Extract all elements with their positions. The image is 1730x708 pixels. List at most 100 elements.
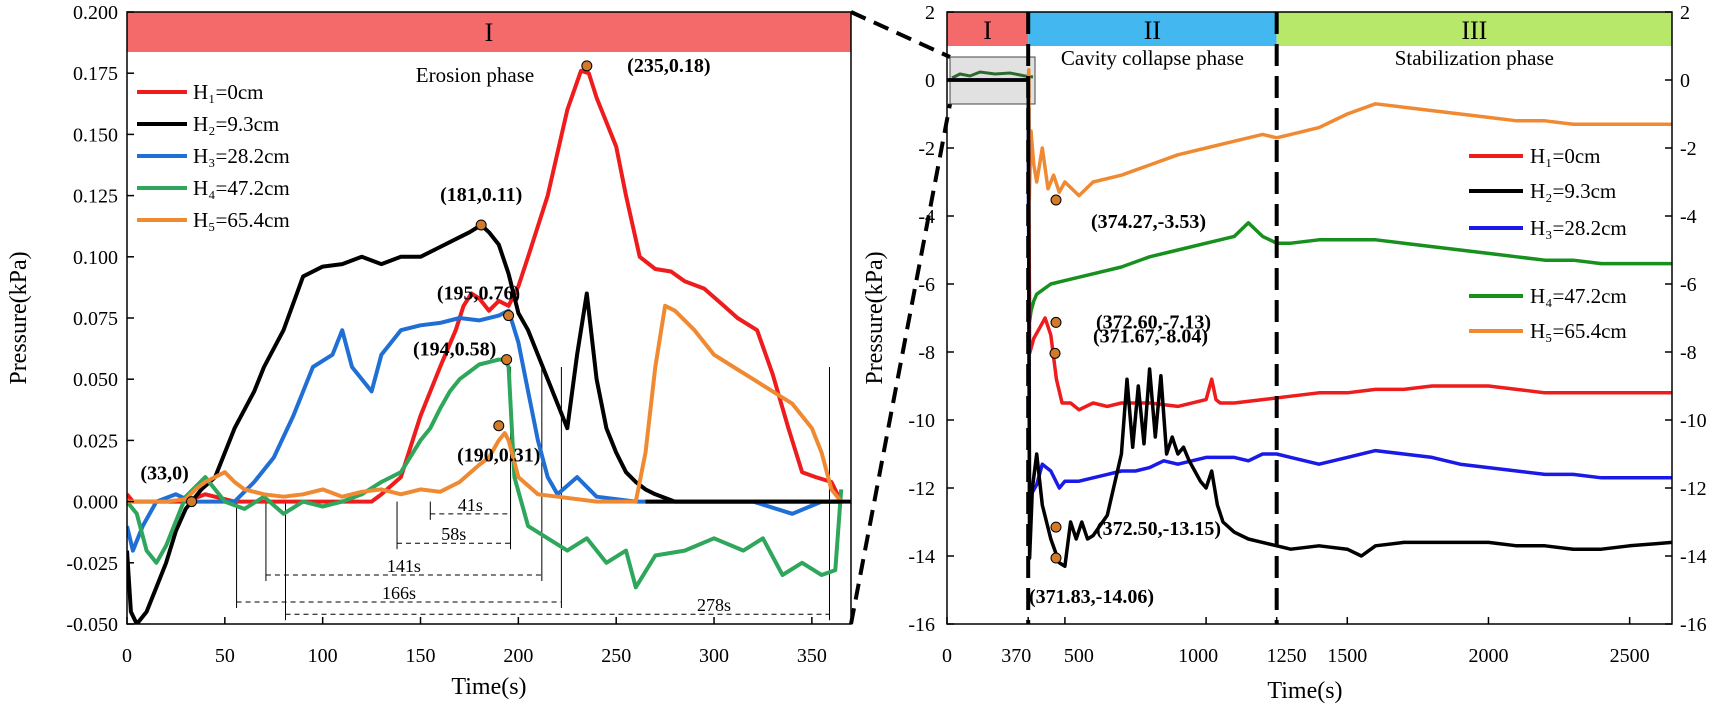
left-x-ticks: 0 50 100 150 200 250 300 350 [122, 617, 827, 667]
point-marker [1050, 316, 1062, 328]
y-tick-label: -14 [908, 546, 935, 568]
right-plot-frame [946, 11, 1673, 625]
y2-tick-label: -10 [1680, 410, 1707, 432]
point-annotation: (194,0.58) [413, 339, 496, 361]
point-annotation: (374.27,-3.53) [1091, 211, 1206, 233]
x-tick-label: 350 [797, 645, 827, 667]
point-marker [1050, 552, 1062, 564]
point-annotation: (372.50,-13.15) [1096, 518, 1221, 540]
phase-name-3: Stabilization phase [1395, 46, 1554, 70]
duration-label: 58s [441, 524, 466, 544]
left-chart: I Erosion phase 41s 58s 141s 166s 278s (33,0… [6, 2, 852, 700]
left-y-ticks: -0.050 -0.025 0.000 0.025 0.050 0.075 0.100 0.1… [66, 2, 134, 636]
legend-label-2: H₂=9.3cm [193, 112, 279, 136]
y-tick-label: 0.150 [73, 124, 118, 146]
legend-label-4: H₄=47.2cm [1530, 284, 1627, 308]
y2-tick-label: -12 [1680, 478, 1707, 500]
duration-label: 278s [697, 595, 731, 615]
right-secondary-y-ticks: -16 -14 -12 -10 -8 -6 -4 -2 0 2 [1665, 2, 1707, 636]
inset-zoom-lines [951, 70, 1034, 80]
duration-label: 41s [458, 495, 483, 515]
point-marker [493, 420, 505, 432]
y-tick-label: 0.075 [73, 308, 118, 330]
left-phase-name: Erosion phase [416, 63, 534, 87]
duration-label: 166s [382, 583, 416, 603]
y-tick-label: 0.100 [73, 247, 118, 269]
point-marker [581, 60, 593, 72]
point-annotation: (372.60,-7.13) [1096, 311, 1211, 333]
y-tick-label: 2 [925, 2, 935, 24]
y-tick-label: 0.175 [73, 63, 118, 85]
y-tick-label: -4 [918, 206, 935, 228]
left-markers: (33,0) (181,0.11) (195,0.76) (194,0.58) (190… [140, 55, 711, 508]
y2-tick-label: -8 [1680, 342, 1697, 364]
legend-label-3: H₃=28.2cm [193, 144, 290, 168]
y2-tick-label: -16 [1680, 614, 1707, 636]
point-annotation: (181,0.11) [440, 184, 522, 206]
series-line-5 [947, 78, 1672, 568]
point-marker [186, 496, 198, 508]
y2-tick-label: 2 [1680, 2, 1690, 24]
point-annotation: (235,0.18) [627, 55, 710, 77]
right-series-lines [947, 68, 1672, 568]
y-tick-label: -2 [918, 138, 935, 160]
x-tick-label: 1000 [1178, 645, 1218, 667]
x-tick-label: 0 [122, 645, 132, 667]
left-phase-label-I: I [485, 18, 494, 47]
x-tick-label: 300 [699, 645, 729, 667]
series-line-1 [947, 68, 1672, 202]
x-tick-label: 2500 [1610, 645, 1650, 667]
point-marker [1049, 347, 1061, 359]
y2-tick-label: -14 [1680, 546, 1707, 568]
legend-label-5: H₅=65.4cm [193, 208, 290, 232]
y2-tick-label: 0 [1680, 70, 1690, 92]
series-line-4 [947, 78, 1672, 529]
y-tick-label: -16 [908, 614, 935, 636]
right-markers: (374.27,-3.53) (372.60,-7.13)(371.67,-8.0… [1029, 194, 1221, 608]
phase-name-2: Cavity collapse phase [1061, 46, 1244, 70]
legend-label-5: H₅=65.4cm [1530, 319, 1627, 343]
phase-band-3 [1276, 12, 1672, 46]
point-annotation: (195,0.76) [437, 283, 520, 305]
y-tick-label: -0.050 [66, 614, 118, 636]
phase-dividers [1026, 12, 1279, 624]
legend-label-1: H₁=0cm [193, 80, 264, 104]
y-tick-label: 0.000 [73, 492, 118, 514]
series-line-5 [127, 303, 843, 504]
phase-label-2: II [1144, 16, 1161, 45]
right-y-axis-label: Pressure(kPa) [862, 251, 888, 384]
point-annotation: (371.83,-14.06) [1029, 586, 1154, 608]
right-legend: H₁=0cm H₂=9.3cm H₃=28.2cm H₄=47.2cm H₅=65.4c… [1469, 144, 1627, 343]
legend-label-2: H₂=9.3cm [1530, 179, 1616, 203]
point-annotation: (190,0.31) [457, 445, 540, 467]
duration-label: 141s [387, 556, 421, 576]
y-tick-label: -8 [918, 342, 935, 364]
left-x-axis-label: Time(s) [451, 674, 526, 700]
point-annotation: (371.67,-8.04) [1093, 325, 1208, 347]
x-tick-label: 2000 [1468, 645, 1508, 667]
point-marker [503, 310, 515, 322]
y-tick-label: -12 [908, 478, 935, 500]
x-tick-label: 1500 [1327, 645, 1367, 667]
point-annotation: (33,0) [140, 463, 188, 485]
duration-annotations: 41s 58s 141s 166s 278s [236, 366, 830, 621]
point-marker [1050, 521, 1062, 533]
y-tick-label: 0.200 [73, 2, 118, 24]
legend-label-1: H₁=0cm [1530, 144, 1601, 168]
phase-band-1 [947, 12, 1029, 46]
x-tick-label: 1250 [1267, 645, 1307, 667]
right-y-ticks: -16 -14 -12 -10 -8 -6 -4 -2 0 2 [908, 2, 954, 636]
point-marker [475, 219, 487, 231]
phase-band-2 [1028, 12, 1277, 46]
legend-label-4: H₄=47.2cm [193, 176, 290, 200]
x-tick-label: 500 [1064, 645, 1094, 667]
x-tick-label: 200 [503, 645, 533, 667]
y-tick-label: 0.025 [73, 430, 118, 452]
y-tick-label: 0 [925, 70, 935, 92]
left-phase-band-I [127, 12, 851, 52]
x-tick-label: 100 [308, 645, 338, 667]
x-tick-label: 0 [942, 645, 952, 667]
x-tick-label: 250 [601, 645, 631, 667]
y-tick-label: 0.125 [73, 186, 118, 208]
